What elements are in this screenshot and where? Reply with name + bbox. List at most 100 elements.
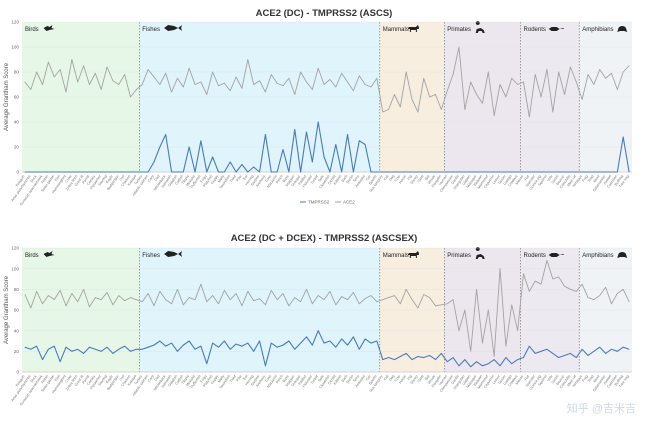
data-point-ace2 — [441, 109, 442, 110]
data-point-tmprss2 — [411, 359, 413, 360]
data-point-ace2 — [364, 298, 366, 299]
x-tick-label: Chicken — [121, 374, 132, 387]
data-point-ace2 — [587, 297, 589, 298]
data-point-tmprss2 — [534, 171, 536, 173]
data-point-tmprss2 — [458, 171, 460, 173]
x-tick-label: Goldfish — [167, 174, 178, 187]
data-point-ace2 — [552, 278, 554, 280]
data-point-tmprss2 — [458, 365, 460, 367]
data-point-ace2 — [599, 69, 601, 70]
data-point-tmprss2 — [177, 171, 178, 173]
data-point-tmprss2 — [136, 348, 137, 350]
data-point-tmprss2 — [306, 131, 307, 133]
data-point-tmprss2 — [540, 350, 542, 352]
data-point-ace2 — [24, 81, 26, 83]
data-point-ace2 — [435, 305, 436, 307]
data-point-ace2 — [446, 90, 448, 92]
x-tick-label: Axolotl — [603, 174, 613, 185]
data-point-ace2 — [546, 69, 548, 70]
x-tick-label: Danio — [346, 174, 355, 184]
bird-icon — [43, 251, 55, 257]
data-point-ace2 — [294, 94, 296, 95]
data-point-ace2 — [53, 299, 55, 301]
x-tick-label: Pangolin — [431, 374, 442, 388]
data-point-tmprss2 — [546, 171, 548, 173]
x-tick-label: Gorilla — [451, 174, 460, 185]
data-point-tmprss2 — [77, 171, 79, 173]
data-point-ace2 — [112, 304, 114, 306]
x-tick-label: Chicken — [121, 174, 132, 187]
data-point-tmprss2 — [587, 171, 589, 173]
data-point-tmprss2 — [599, 171, 601, 173]
data-point-tmprss2 — [358, 140, 360, 142]
group-label-birds: Birds — [25, 253, 39, 259]
x-tick-label: Robin — [41, 174, 50, 184]
x-tick-label: Tetra — [352, 374, 360, 383]
x-tick-label: Tetra — [352, 174, 360, 183]
x-tick-label: Canary — [86, 374, 96, 386]
x-tick-label: Killifish — [333, 374, 343, 385]
x-tick-label: Galago — [503, 174, 513, 186]
data-point-tmprss2 — [165, 134, 167, 135]
x-tick-label: Owl — [119, 174, 126, 182]
x-tick-label: Tree frog — [618, 174, 630, 188]
x-tick-label: Barb — [341, 174, 349, 183]
data-point-tmprss2 — [347, 344, 348, 346]
data-point-tmprss2 — [570, 171, 571, 173]
data-point-ace2 — [253, 300, 255, 302]
x-tick-label: Bullfrog — [614, 374, 624, 386]
x-tick-label: Rat — [524, 374, 530, 381]
data-point-ace2 — [581, 99, 583, 100]
x-tick-label: Zebrafish — [161, 374, 173, 389]
data-point-tmprss2 — [376, 340, 378, 342]
data-point-ace2 — [405, 71, 407, 73]
data-point-ace2 — [511, 304, 513, 306]
data-point-ace2 — [130, 297, 131, 298]
x-tick-label: Gar — [365, 174, 372, 182]
data-point-tmprss2 — [523, 357, 524, 358]
data-point-ace2 — [429, 96, 430, 98]
data-point-tmprss2 — [206, 363, 208, 365]
x-tick-label: Caecilian — [606, 174, 618, 188]
rodent-icon — [548, 253, 564, 257]
data-point-tmprss2 — [540, 171, 542, 173]
data-point-ace2 — [558, 71, 560, 73]
x-tick-label: Flounder — [302, 374, 314, 389]
data-point-ace2 — [511, 77, 513, 79]
data-point-ace2 — [247, 59, 249, 60]
data-point-ace2 — [124, 74, 125, 75]
x-tick-label: Gerbil — [551, 174, 560, 184]
data-point-ace2 — [564, 94, 565, 95]
x-tick-label: Cat — [383, 374, 389, 381]
data-point-tmprss2 — [224, 171, 225, 173]
data-point-tmprss2 — [94, 348, 96, 350]
data-point-ace2 — [323, 299, 325, 301]
data-point-ace2 — [552, 111, 554, 113]
x-tick-label: Tilapia — [181, 374, 190, 385]
data-point-tmprss2 — [118, 171, 120, 173]
data-point-ace2 — [77, 81, 79, 83]
data-point-ace2 — [470, 350, 472, 352]
data-point-ace2 — [429, 297, 430, 298]
data-point-ace2 — [294, 297, 296, 298]
data-point-ace2 — [200, 81, 202, 83]
data-point-tmprss2 — [200, 345, 202, 347]
x-tick-label: Bat — [424, 174, 430, 181]
data-point-ace2 — [534, 280, 536, 282]
data-point-tmprss2 — [587, 355, 589, 356]
data-point-tmprss2 — [452, 171, 454, 173]
data-point-ace2 — [65, 305, 67, 307]
group-label-amphibians: Amphibians — [582, 27, 613, 33]
x-tick-label: Kakapo — [127, 374, 137, 386]
x-tick-label: Tree frog — [618, 374, 630, 388]
data-point-tmprss2 — [188, 340, 190, 342]
data-point-ace2 — [247, 291, 249, 292]
data-point-tmprss2 — [89, 171, 90, 173]
x-tick-label: Hamster — [525, 174, 537, 188]
data-point-tmprss2 — [435, 359, 436, 360]
data-point-tmprss2 — [399, 356, 401, 357]
x-tick-label: Fugu — [200, 374, 208, 383]
data-point-ace2 — [194, 84, 196, 85]
x-tick-label: Pig — [407, 174, 413, 181]
data-point-ace2 — [628, 65, 630, 67]
